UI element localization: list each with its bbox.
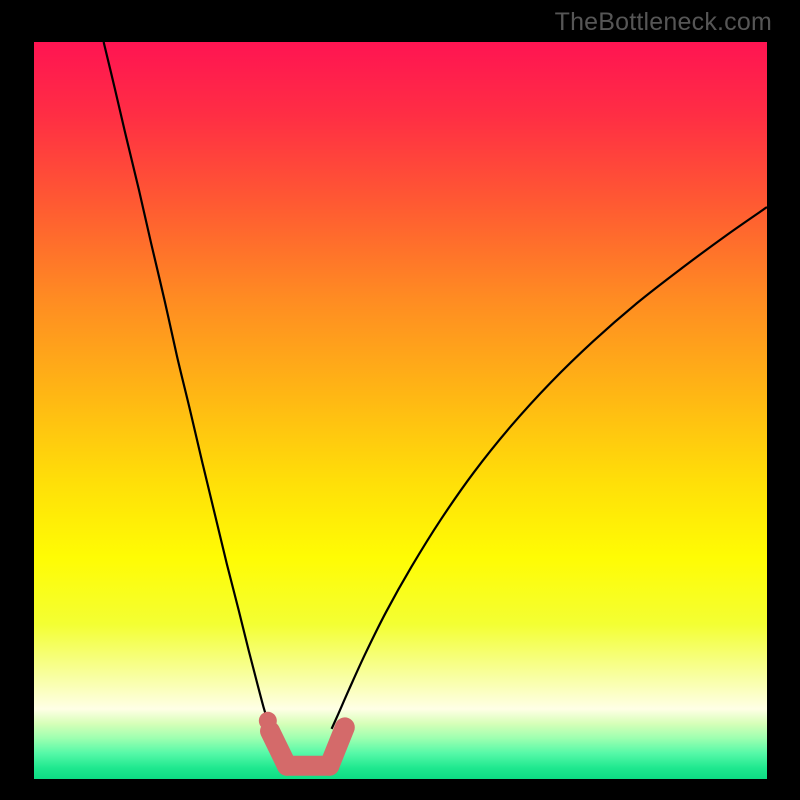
bottom-mark-dot xyxy=(259,712,277,730)
bottom-mark-2 xyxy=(329,727,344,765)
plot-area xyxy=(34,42,767,779)
curve-right xyxy=(332,207,767,729)
curve-layer xyxy=(34,42,767,779)
figure-root: TheBottleneck.com xyxy=(0,0,800,800)
watermark-text: TheBottleneck.com xyxy=(555,8,772,37)
curve-left xyxy=(104,42,270,726)
